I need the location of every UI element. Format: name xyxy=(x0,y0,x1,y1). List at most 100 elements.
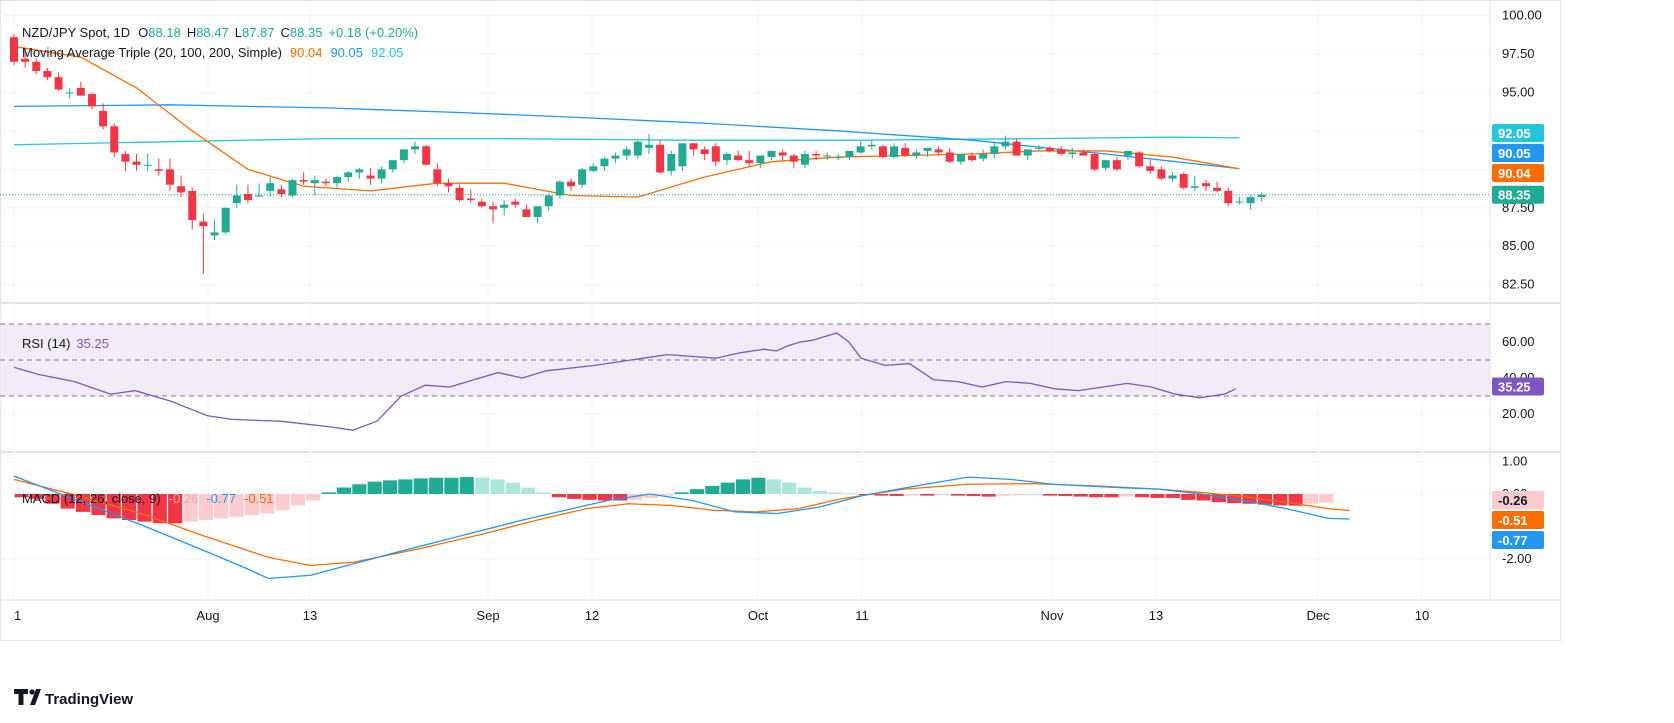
macd-histogram-bar[interactable] xyxy=(751,477,766,494)
macd-histogram-bar[interactable] xyxy=(551,494,566,498)
macd-histogram-bar[interactable] xyxy=(45,494,60,504)
candle-body[interactable] xyxy=(255,195,264,197)
candle-body[interactable] xyxy=(600,158,609,167)
candle-body[interactable] xyxy=(1112,160,1121,170)
candle-body[interactable] xyxy=(154,169,163,171)
macd-histogram-bar[interactable] xyxy=(444,477,459,494)
candle-body[interactable] xyxy=(333,177,342,184)
candle-body[interactable] xyxy=(890,146,899,158)
legend-macd[interactable]: MACD (12, 26, close, 9) -0.26 -0.77 -0.51 xyxy=(22,491,274,506)
macd-histogram-bar[interactable] xyxy=(889,494,904,496)
candle-body[interactable] xyxy=(734,155,743,161)
macd-histogram-bar[interactable] xyxy=(429,477,444,494)
candle-body[interactable] xyxy=(767,150,776,158)
macd-histogram-bar[interactable] xyxy=(843,493,858,495)
candle-body[interactable] xyxy=(221,207,230,233)
macd-histogram-bar[interactable] xyxy=(1196,494,1211,501)
macd-histogram-bar[interactable] xyxy=(367,481,382,494)
candle-body[interactable] xyxy=(1168,175,1177,179)
macd-histogram-bar[interactable] xyxy=(260,494,275,514)
candle-body[interactable] xyxy=(1034,147,1043,149)
candle-body[interactable] xyxy=(622,149,631,156)
candle-body[interactable] xyxy=(288,180,297,196)
macd-histogram-bar[interactable] xyxy=(674,492,689,494)
candle-body[interactable] xyxy=(522,209,531,218)
candle-body[interactable] xyxy=(633,141,642,156)
candle-body[interactable] xyxy=(388,160,397,170)
macd-histogram-bar[interactable] xyxy=(352,484,367,494)
candle-body[interactable] xyxy=(678,143,687,167)
macd-histogram-bar[interactable] xyxy=(935,494,950,496)
candle-body[interactable] xyxy=(1079,152,1088,156)
candle-body[interactable] xyxy=(32,61,41,72)
candle-body[interactable] xyxy=(1213,187,1222,191)
macd-histogram-bar[interactable] xyxy=(336,487,352,495)
candle-body[interactable] xyxy=(355,169,364,173)
candle-body[interactable] xyxy=(65,92,74,94)
macd-histogram-bar[interactable] xyxy=(14,494,29,498)
macd-histogram-bar[interactable] xyxy=(1150,494,1165,498)
macd-signal-line[interactable] xyxy=(13,478,1350,567)
macd-histogram-bar[interactable] xyxy=(168,494,183,524)
candle-body[interactable] xyxy=(1057,149,1066,154)
candle-body[interactable] xyxy=(1157,169,1166,179)
candle-body[interactable] xyxy=(1068,152,1077,154)
candle-body[interactable] xyxy=(812,154,821,156)
macd-histogram-bar[interactable] xyxy=(229,494,244,517)
candle-body[interactable] xyxy=(177,186,186,193)
candle-body[interactable] xyxy=(277,189,286,194)
macd-histogram-bar[interactable] xyxy=(1027,494,1042,495)
candle-body[interactable] xyxy=(411,146,420,150)
rsi-pane[interactable] xyxy=(0,323,1490,431)
candle-body[interactable] xyxy=(500,204,509,208)
candle-body[interactable] xyxy=(1224,190,1233,204)
macd-histogram-bar[interactable] xyxy=(1303,494,1319,504)
macd-histogram-bar[interactable] xyxy=(1242,494,1257,504)
candle-body[interactable] xyxy=(1246,197,1255,204)
candle-body[interactable] xyxy=(1046,147,1055,151)
macd-histogram-bar[interactable] xyxy=(812,490,827,494)
macd-histogram-bar[interactable] xyxy=(1319,494,1334,503)
macd-histogram-bar[interactable] xyxy=(828,492,843,494)
macd-line[interactable] xyxy=(13,475,1350,580)
candle-body[interactable] xyxy=(1179,173,1188,188)
candle-body[interactable] xyxy=(1101,160,1110,168)
candle-body[interactable] xyxy=(1201,183,1210,187)
macd-histogram-bar[interactable] xyxy=(720,482,735,494)
candle-body[interactable] xyxy=(544,195,553,207)
macd-histogram-bar[interactable] xyxy=(29,494,45,499)
macd-histogram-bar[interactable] xyxy=(244,494,259,516)
candle-body[interactable] xyxy=(990,146,999,154)
candle-body[interactable] xyxy=(533,206,542,218)
macd-histogram-bar[interactable] xyxy=(321,492,336,494)
candle-body[interactable] xyxy=(299,180,308,182)
candle-body[interactable] xyxy=(979,154,988,159)
macd-histogram-bar[interactable] xyxy=(874,494,889,496)
candle-body[interactable] xyxy=(745,160,754,164)
macd-histogram-bar[interactable] xyxy=(613,494,628,501)
candle-body[interactable] xyxy=(87,94,96,107)
macd-histogram-bar[interactable] xyxy=(521,487,536,495)
macd-histogram-bar[interactable] xyxy=(459,477,474,494)
macd-histogram-bar[interactable] xyxy=(152,494,167,524)
candle-body[interactable] xyxy=(143,164,152,166)
macd-histogram-bar[interactable] xyxy=(567,494,582,499)
macd-histogram-bar[interactable] xyxy=(920,494,935,496)
candle-body[interactable] xyxy=(578,169,587,185)
candle-body[interactable] xyxy=(789,155,798,162)
candle-body[interactable] xyxy=(477,201,486,207)
candle-body[interactable] xyxy=(466,198,475,201)
macd-histogram-bar[interactable] xyxy=(766,479,781,494)
macd-histogram-bar[interactable] xyxy=(689,489,705,494)
candle-body[interactable] xyxy=(823,155,832,157)
candle-body[interactable] xyxy=(901,147,910,156)
candle-body[interactable] xyxy=(956,154,965,162)
candle-body[interactable] xyxy=(555,181,564,196)
price-pane[interactable] xyxy=(0,34,1490,274)
candle-body[interactable] xyxy=(188,190,197,221)
candle-body[interactable] xyxy=(1146,166,1155,171)
macd-histogram-bar[interactable] xyxy=(214,494,229,519)
macd-histogram-bar[interactable] xyxy=(1211,494,1226,503)
macd-histogram-bar[interactable] xyxy=(996,494,1012,496)
